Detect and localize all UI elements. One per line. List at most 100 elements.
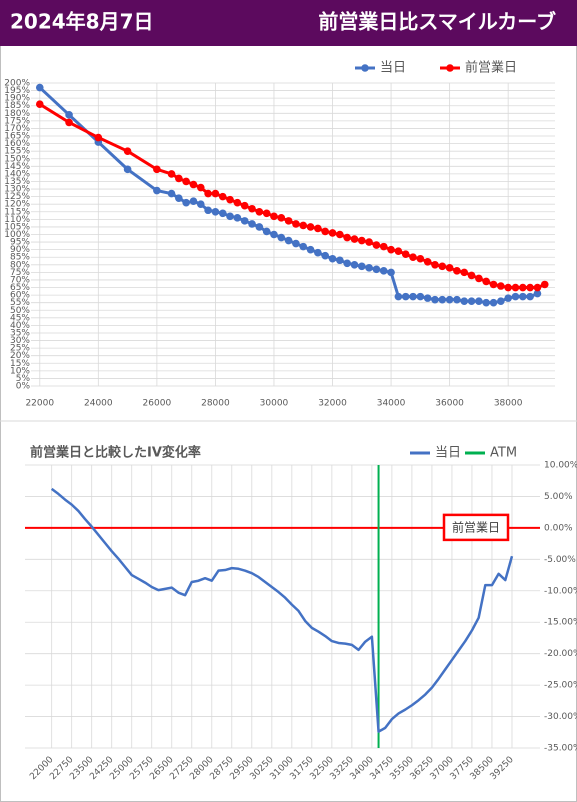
point [416, 254, 425, 263]
point [482, 277, 491, 286]
point [453, 295, 461, 304]
point [65, 111, 73, 119]
point [270, 230, 278, 239]
point [401, 250, 410, 258]
point [467, 297, 476, 305]
x-tick-label: 32000 [318, 399, 347, 409]
y-tick-label: 10% [10, 366, 30, 376]
point [401, 292, 410, 301]
point [438, 295, 447, 304]
series-line [50, 487, 514, 733]
y-tick-label: 170% [4, 124, 30, 134]
point [431, 261, 439, 269]
point [314, 248, 322, 257]
point [357, 236, 366, 245]
y-tick-label: 115% [4, 207, 30, 217]
y-tick-label: -10.00% [544, 586, 577, 596]
y-tick-label: 55% [10, 298, 30, 308]
x-tick-label: 26000 [143, 399, 172, 409]
point [175, 194, 183, 202]
y-tick-label: 50% [10, 306, 30, 316]
point [277, 214, 286, 222]
point [372, 241, 381, 249]
y-tick-label: 135% [4, 177, 30, 187]
point [284, 217, 293, 225]
point [409, 253, 417, 262]
y-tick-label: 95% [10, 238, 30, 248]
y-tick-label: 0% [16, 382, 31, 392]
y-tick-label: 35% [10, 328, 30, 338]
point [343, 233, 351, 242]
legend-label: 当日 [435, 446, 461, 461]
point [533, 283, 542, 292]
point [504, 283, 512, 292]
point [218, 209, 227, 218]
point [511, 292, 520, 301]
point [489, 298, 498, 307]
point [277, 233, 286, 242]
y-tick-label: 5.00% [544, 492, 573, 502]
y-tick-label: 90% [10, 245, 30, 255]
point [350, 261, 359, 269]
point [482, 298, 491, 307]
point [475, 297, 483, 305]
point [365, 238, 373, 246]
point [394, 247, 403, 255]
point [460, 268, 469, 277]
point [189, 197, 198, 205]
legend-marker [361, 64, 369, 72]
point [204, 189, 212, 198]
point [518, 292, 527, 301]
y-tick-label: 30% [10, 336, 30, 346]
y-tick-label: 160% [4, 139, 30, 149]
point [240, 217, 249, 225]
y-tick-label: 125% [4, 192, 30, 202]
point [379, 242, 388, 251]
x-tick-label: 38000 [494, 399, 523, 409]
y-tick-label: 70% [10, 275, 30, 285]
point [336, 230, 344, 239]
point [445, 264, 454, 272]
point [299, 221, 308, 230]
point [262, 209, 271, 218]
reference-label-box [442, 513, 510, 542]
y-tick-label: 5% [16, 374, 31, 384]
y-tick-label: 45% [10, 313, 30, 323]
point [511, 283, 520, 292]
point [211, 207, 220, 216]
point [423, 257, 432, 266]
x-tick-label: 36000 [435, 399, 464, 409]
y-tick-label: 195% [4, 86, 30, 96]
y-tick-label: 155% [4, 147, 30, 157]
point [467, 271, 476, 280]
point [248, 204, 256, 213]
point [226, 212, 234, 221]
point [153, 186, 161, 195]
y-tick-label: 110% [4, 215, 30, 225]
legend-label: 当日 [380, 61, 406, 76]
point [94, 133, 103, 142]
point [460, 297, 469, 305]
point [394, 292, 403, 301]
point [475, 274, 483, 283]
point [365, 264, 373, 272]
y-tick-label: 60% [10, 291, 30, 301]
point [526, 283, 534, 292]
y-tick-label: -35.00% [544, 744, 577, 754]
point [526, 292, 534, 301]
y-tick-label: 180% [4, 109, 30, 119]
header-bar [0, 0, 577, 46]
point [518, 283, 527, 292]
y-tick-label: 80% [10, 260, 30, 270]
point [153, 165, 161, 174]
point [497, 282, 505, 290]
y-tick-label: 75% [10, 268, 30, 278]
y-tick-label: 85% [10, 253, 30, 263]
point [357, 262, 366, 271]
point [204, 206, 212, 215]
point [284, 236, 293, 245]
y-tick-label: 175% [4, 116, 30, 126]
